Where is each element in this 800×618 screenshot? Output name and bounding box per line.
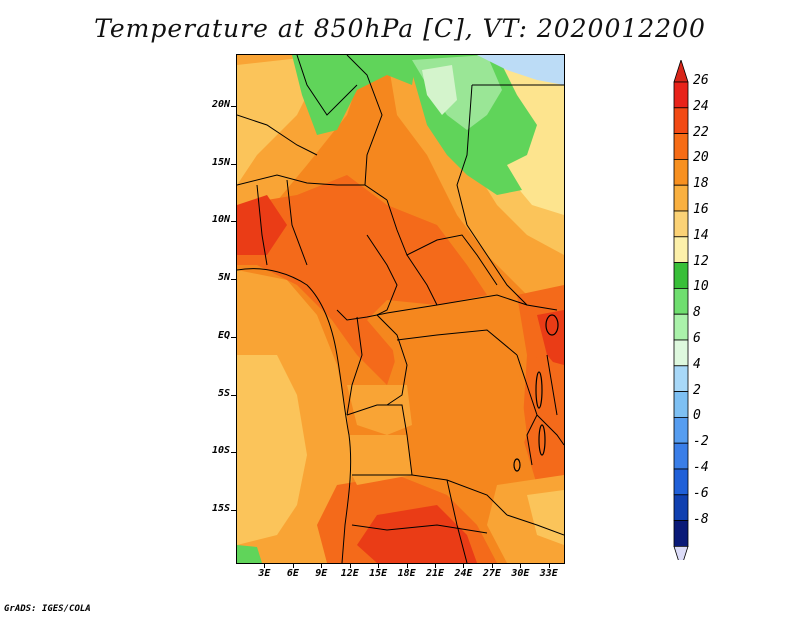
field-congo-warm [387, 295, 527, 495]
colorbar-segment [673, 339, 689, 367]
colorbar-label: 2 [693, 382, 701, 398]
lat-label-eq: EQ [217, 329, 230, 341]
colorbar-segment [673, 287, 689, 315]
lat-label-20n: 20N [211, 98, 230, 110]
lon-label-21e: 21E [426, 568, 445, 579]
field-southwest-mild [347, 385, 412, 435]
colorbar-segment [673, 184, 689, 212]
colorbar-label: 14 [693, 227, 709, 243]
lon-tick [292, 563, 294, 568]
colorbar-label: -4 [693, 460, 709, 475]
lon-label-12e: 12E [340, 568, 359, 579]
colorbar-segment [673, 107, 689, 134]
colorbar-label: 6 [693, 331, 701, 346]
field-pale-green-northeast [422, 65, 457, 115]
lon-tick [264, 563, 266, 568]
lat-tick [231, 452, 236, 454]
lon-label-9e: 9E [315, 568, 328, 579]
lon-label-6e: 6E [286, 568, 299, 579]
lon-label-30e: 30E [511, 568, 530, 579]
field-very-hot-east [537, 310, 564, 375]
lat-tick [231, 336, 236, 338]
colorbar [673, 60, 689, 560]
lon-tick [378, 563, 380, 568]
field-south-very-hot [357, 505, 477, 563]
colorbar-segment [673, 365, 689, 392]
lon-tick [548, 563, 550, 568]
lon-tick [463, 563, 465, 568]
colorbar-segment [673, 468, 689, 496]
country-borders [237, 55, 564, 563]
lat-tick [231, 394, 236, 396]
temperature-map [236, 54, 565, 564]
lon-label-3e: 3E [258, 568, 271, 579]
field-green-southwest [237, 545, 262, 563]
lat-label-10n: 10N [211, 214, 230, 226]
colorbar-segment [673, 159, 689, 186]
colorbar-label: 12 [693, 253, 709, 269]
lon-tick [491, 563, 493, 568]
colorbar-segment [673, 262, 689, 289]
colorbar-segment [673, 236, 689, 264]
field-green-northwest [292, 55, 417, 135]
field-light-blue-northeast [477, 55, 564, 85]
colorbar-label: -8 [693, 511, 709, 527]
lat-tick [231, 510, 236, 512]
lat-label-5s: 5S [217, 387, 230, 399]
lat-label-15s: 15S [211, 503, 230, 515]
lat-tick [231, 163, 236, 165]
field-hot-northwest [237, 195, 287, 255]
field-atlantic-cool [237, 355, 307, 545]
field-hot-central [237, 175, 487, 385]
lon-tick [406, 563, 408, 568]
colorbar-segment [673, 133, 689, 160]
colorbar-label: 16 [693, 202, 709, 217]
colorbar-segment [673, 210, 689, 238]
lat-tick [231, 279, 236, 281]
colorbar-segment [673, 494, 689, 521]
colorbar-label: 0 [693, 408, 701, 424]
colorbar-bottom-arrow [673, 545, 689, 560]
lat-label-5n: 5N [217, 272, 230, 284]
grads-credit: GrADS: IGES/COLA [4, 604, 91, 614]
lat-tick [231, 105, 236, 107]
lon-label-33e: 33E [539, 568, 558, 579]
lon-label-15e: 15E [369, 568, 388, 579]
colorbar-label: -2 [693, 434, 709, 450]
colorbar-segment [673, 442, 689, 470]
lon-tick [349, 563, 351, 568]
colorbar-top-arrow [673, 60, 689, 83]
plot-title: Temperature at 850hPa [C], VT: 202001220… [94, 14, 706, 43]
lat-tick [231, 221, 236, 223]
colorbar-segment [673, 416, 689, 444]
field-southwest-mild-2 [342, 435, 412, 485]
lakes [513, 314, 559, 472]
colorbar-label: 10 [693, 279, 709, 295]
colorbar-segment [673, 313, 689, 341]
lon-tick [321, 563, 323, 568]
lon-label-24e: 24E [454, 568, 473, 579]
colorbar-label: 8 [693, 305, 701, 321]
lat-label-15n: 15N [211, 156, 230, 168]
lat-label-10s: 10S [211, 445, 230, 457]
lon-label-18e: 18E [397, 568, 416, 579]
colorbar-label: -6 [693, 485, 709, 501]
lon-label-27e: 27E [482, 568, 501, 579]
colorbar-segment [673, 391, 689, 418]
colorbar-segment [673, 520, 689, 547]
lon-tick [520, 563, 522, 568]
colorbar-label: 26 [693, 73, 709, 88]
colorbar-label: 4 [693, 356, 701, 372]
colorbar-label: 24 [693, 98, 709, 114]
colorbar-segment [673, 81, 689, 109]
colorbar-label: 20 [693, 150, 709, 166]
colorbar-label: 22 [693, 124, 709, 140]
colorbar-label: 18 [693, 176, 709, 192]
lon-tick [435, 563, 437, 568]
